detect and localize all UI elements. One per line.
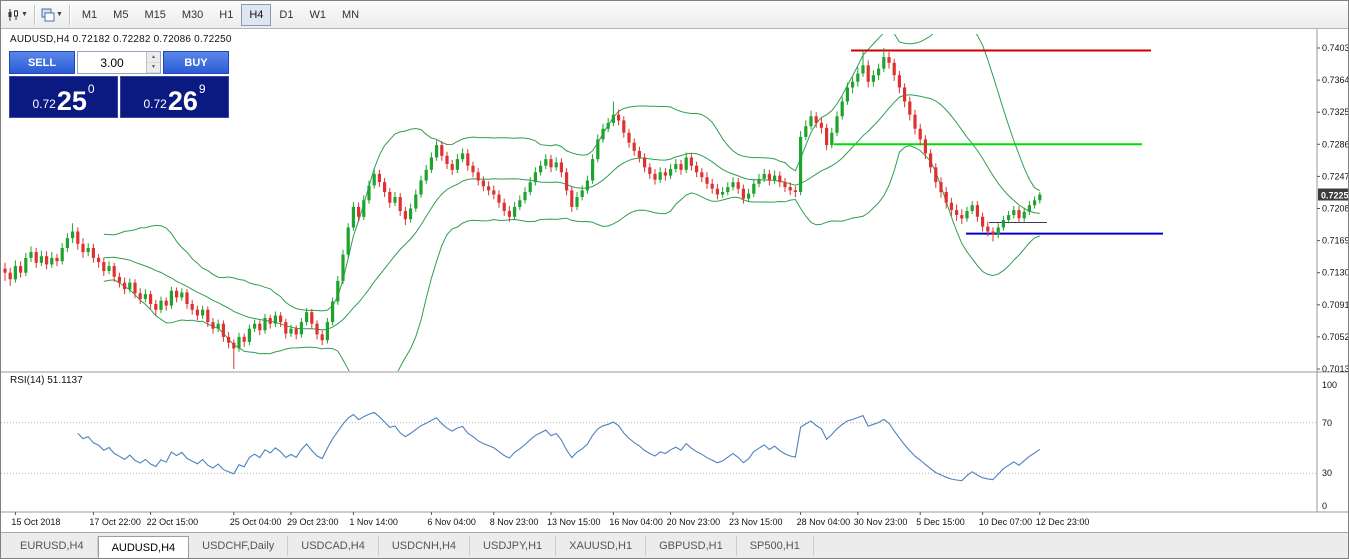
svg-text:0.70520: 0.70520 <box>1322 332 1349 342</box>
buy-button[interactable]: BUY <box>163 51 229 74</box>
volume-spin-buttons: ▲ ▼ <box>146 52 160 73</box>
rsi-indicator-label: RSI(14) 51.1137 <box>10 375 83 386</box>
chart-canvas[interactable]: 0.740300.736400.732500.728600.724700.720… <box>1 29 1349 532</box>
buy-price-pipette: 9 <box>198 82 206 96</box>
cascade-windows-icon <box>41 8 55 22</box>
chart-tab-usdcnh[interactable]: USDCNH,H4 <box>379 536 471 556</box>
timeframe-button-d1[interactable]: D1 <box>279 8 294 21</box>
svg-text:6 Nov 04:00: 6 Nov 04:00 <box>427 517 476 527</box>
svg-text:0.70130: 0.70130 <box>1322 364 1349 374</box>
buy-price-box[interactable]: 0.72 26 9 <box>120 76 229 118</box>
svg-text:0.72860: 0.72860 <box>1322 139 1349 149</box>
svg-text:28 Nov 04:00: 28 Nov 04:00 <box>797 517 851 527</box>
chevron-down-icon: ▼ <box>21 11 28 18</box>
svg-text:25 Oct 04:00: 25 Oct 04:00 <box>230 517 282 527</box>
chart-tab-usdcad[interactable]: USDCAD,H4 <box>288 536 379 556</box>
chevron-down-icon: ▼ <box>55 11 63 18</box>
svg-text:0.74030: 0.74030 <box>1322 43 1349 53</box>
svg-text:30 Nov 23:00: 30 Nov 23:00 <box>854 517 908 527</box>
rsi-line <box>77 411 1041 482</box>
volume-stepper[interactable]: 3.00 ▲ ▼ <box>77 51 161 74</box>
volume-value[interactable]: 3.00 <box>100 55 124 70</box>
svg-text:10 Dec 07:00: 10 Dec 07:00 <box>979 517 1033 527</box>
volume-down-button[interactable]: ▼ <box>147 62 160 73</box>
sell-price-big-digits: 25 <box>56 86 87 117</box>
chart-tab-sp500[interactable]: SP500,H1 <box>737 536 814 556</box>
chart-tab-usdchf[interactable]: USDCHF,Daily <box>189 536 289 556</box>
svg-text:0.71300: 0.71300 <box>1322 268 1349 278</box>
svg-text:15 Oct 2018: 15 Oct 2018 <box>11 517 60 527</box>
current-price-badge: 0.72250 <box>1318 188 1349 201</box>
ohlc-header: AUDUSD,H4 0.72182 0.72282 0.72086 0.7225… <box>10 34 232 45</box>
chart-tab-gbpusd[interactable]: GBPUSD,H1 <box>646 536 737 556</box>
svg-text:16 Nov 04:00: 16 Nov 04:00 <box>609 517 663 527</box>
toolbar-separator <box>68 4 70 25</box>
svg-text:29 Oct 23:00: 29 Oct 23:00 <box>287 517 339 527</box>
svg-text:1 Nov 14:00: 1 Nov 14:00 <box>349 517 398 527</box>
price-axis[interactable]: 0.74030 0.73640 0.73250 0.72860 0.72470 0.720… <box>1317 43 1349 374</box>
timeframe-button-m30[interactable]: M30 <box>181 8 204 21</box>
timeframe-button-mn[interactable]: MN <box>341 8 360 21</box>
svg-text:5 Dec 15:00: 5 Dec 15:00 <box>916 517 965 527</box>
timeframe-button-w1[interactable]: W1 <box>309 8 326 21</box>
one-click-trading-widget: SELL 3.00 ▲ ▼ BUY 0.72 25 0 0.72 <box>9 51 229 118</box>
timeframe-buttons: M1 M5 M15 M30 H1 H4 D1 W1 MN <box>74 3 367 26</box>
rsi-level-lines <box>1 422 1317 474</box>
sell-price-pipette: 0 <box>87 82 95 96</box>
svg-text:0.72080: 0.72080 <box>1322 204 1349 214</box>
svg-text:70: 70 <box>1322 418 1332 428</box>
candlesticks <box>3 48 1042 369</box>
toolbar-separator <box>33 4 35 25</box>
trend-lines[interactable] <box>834 49 1163 235</box>
svg-text:0: 0 <box>1322 501 1327 511</box>
svg-text:20 Nov 23:00: 20 Nov 23:00 <box>667 517 721 527</box>
timeframe-button-m1[interactable]: M1 <box>81 8 98 21</box>
window-layout-button[interactable]: ▼ <box>39 4 65 26</box>
svg-text:22 Oct 15:00: 22 Oct 15:00 <box>147 517 199 527</box>
candlestick-chart-icon <box>6 8 20 22</box>
timeframe-button-h1[interactable]: H1 <box>219 8 234 21</box>
timeframe-button-m5[interactable]: M5 <box>113 8 129 21</box>
svg-text:12 Dec 23:00: 12 Dec 23:00 <box>1036 517 1090 527</box>
timeframe-button-h4[interactable]: H4 <box>241 3 272 26</box>
chart-region: 0.740300.736400.732500.728600.724700.720… <box>1 29 1349 532</box>
chart-tab-audusd[interactable]: AUDUSD,H4 <box>97 536 190 558</box>
svg-text:0.71690: 0.71690 <box>1322 236 1349 246</box>
chart-tab-bar: EURUSD,H4 AUDUSD,H4 USDCHF,Daily USDCAD,H4 U… <box>1 532 1348 558</box>
buy-price-big-digits: 26 <box>167 86 198 117</box>
svg-text:0.70910: 0.70910 <box>1322 300 1349 310</box>
buy-price-prefix: 0.72 <box>143 97 167 111</box>
volume-up-button[interactable]: ▲ <box>147 52 160 63</box>
svg-text:0.72470: 0.72470 <box>1322 171 1349 181</box>
sell-price-prefix: 0.72 <box>32 97 56 111</box>
sell-button[interactable]: SELL <box>9 51 75 74</box>
sell-price-box[interactable]: 0.72 25 0 <box>9 76 118 118</box>
svg-text:0.73640: 0.73640 <box>1322 75 1349 85</box>
svg-text:30: 30 <box>1322 468 1332 478</box>
time-axis[interactable]: 15 Oct 2018 17 Oct 22:00 22 Oct 15:00 25 Oc… <box>11 512 1089 527</box>
svg-text:0.72250: 0.72250 <box>1321 191 1349 201</box>
timeframe-button-m15[interactable]: M15 <box>144 8 166 21</box>
chart-tab-usdjpy[interactable]: USDJPY,H1 <box>470 536 557 556</box>
svg-text:8 Nov 23:00: 8 Nov 23:00 <box>490 517 539 527</box>
svg-text:100: 100 <box>1322 380 1337 390</box>
svg-text:17 Oct 22:00: 17 Oct 22:00 <box>89 517 141 527</box>
chart-tab-eurusd[interactable]: EURUSD,H4 <box>7 536 98 556</box>
svg-text:23 Nov 15:00: 23 Nov 15:00 <box>729 517 783 527</box>
chart-tab-xauusd[interactable]: XAUUSD,H1 <box>556 536 647 556</box>
svg-text:0.73250: 0.73250 <box>1322 107 1349 117</box>
rsi-scale: 100 70 30 0 <box>1322 380 1337 511</box>
toolbar: ▼ ▼ M1 M5 M15 M30 H1 H4 D1 W1 MN <box>1 1 1348 29</box>
svg-text:13 Nov 15:00: 13 Nov 15:00 <box>547 517 601 527</box>
chart-type-button[interactable]: ▼ <box>4 4 30 26</box>
